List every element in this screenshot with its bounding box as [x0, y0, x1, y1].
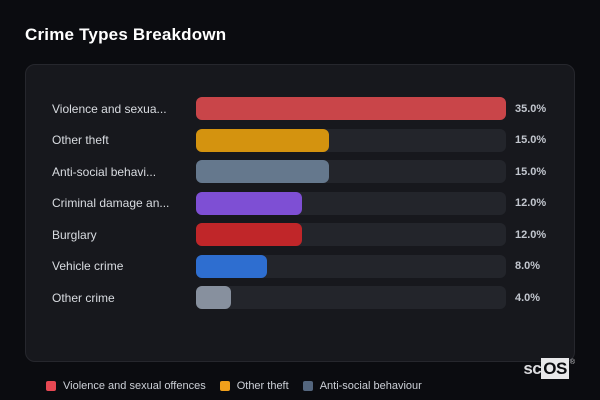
category-label: Violence and sexua...	[52, 101, 167, 116]
category-label: Other crime	[52, 290, 115, 305]
legend-swatch-icon	[46, 381, 56, 391]
chart-row: Anti-social behavi... 15.0%	[26, 156, 574, 188]
chart-row: Other crime 4.0%	[26, 282, 574, 314]
bar[interactable]	[196, 254, 267, 278]
chart-card: Violence and sexua... 35.0% Other theft …	[25, 64, 575, 362]
legend-item[interactable]: Violence and sexual offences	[46, 380, 206, 392]
value-label: 4.0%	[515, 291, 541, 304]
legend-swatch-icon	[219, 381, 230, 391]
bar[interactable]	[196, 223, 303, 247]
chart-row: Vehicle crime 8.0%	[26, 251, 574, 283]
chart-row: Violence and sexua... 35.0%	[26, 93, 574, 125]
value-label: 15.0%	[515, 165, 547, 178]
bar-track	[196, 97, 506, 121]
category-label: Anti-social behavi...	[52, 164, 157, 179]
category-label: Burglary	[52, 227, 97, 242]
chart-row: Other theft 15.0%	[26, 125, 574, 157]
category-label: Vehicle crime	[52, 259, 124, 274]
bar[interactable]	[196, 286, 232, 310]
bar-track	[196, 191, 506, 215]
legend-item[interactable]: Other theft	[219, 380, 289, 392]
registered-trademark-icon: ®	[569, 359, 575, 366]
scos-logo: sc OS ®	[523, 358, 575, 379]
bar-track	[196, 160, 506, 184]
scos-logo-prefix: sc	[523, 359, 542, 378]
bar-track	[196, 254, 506, 278]
value-label: 12.0%	[515, 197, 547, 210]
value-label: 8.0%	[515, 260, 541, 273]
legend-label: Violence and sexual offences	[63, 380, 206, 392]
bar-track	[196, 223, 506, 247]
scos-logo-suffix: OS	[541, 358, 569, 379]
legend-item[interactable]: Anti-social behaviour	[302, 380, 422, 392]
bar-chart: Violence and sexua... 35.0% Other theft …	[26, 65, 574, 314]
legend-swatch-icon	[302, 381, 313, 391]
bar[interactable]	[196, 191, 303, 215]
bar-track	[196, 286, 506, 310]
chart-row: Burglary 12.0%	[26, 219, 574, 251]
page-title: Crime Types Breakdown	[25, 25, 227, 44]
legend-label: Anti-social behaviour	[319, 380, 422, 392]
bar[interactable]	[196, 160, 329, 184]
value-label: 35.0%	[515, 102, 547, 115]
value-label: 12.0%	[515, 228, 547, 241]
chart-legend: Violence and sexual offences Other theft…	[46, 380, 422, 392]
legend-label: Other theft	[236, 380, 289, 392]
chart-row: Criminal damage an... 12.0%	[26, 188, 574, 220]
bar[interactable]	[196, 128, 329, 152]
category-label: Other theft	[52, 133, 109, 148]
bar[interactable]	[196, 97, 506, 121]
value-label: 15.0%	[515, 134, 547, 147]
bar-track	[196, 128, 506, 152]
category-label: Criminal damage an...	[52, 196, 170, 211]
